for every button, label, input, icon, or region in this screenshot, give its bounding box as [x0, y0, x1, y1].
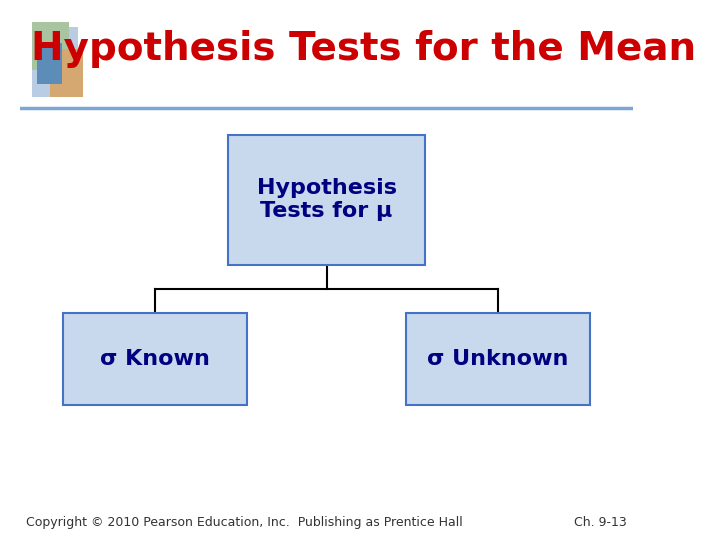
FancyBboxPatch shape [50, 49, 84, 97]
Text: Hypothesis
Tests for μ: Hypothesis Tests for μ [256, 178, 397, 221]
FancyBboxPatch shape [32, 22, 69, 70]
FancyBboxPatch shape [63, 313, 247, 405]
FancyBboxPatch shape [228, 135, 425, 265]
FancyBboxPatch shape [32, 27, 78, 97]
Text: Ch. 9-13: Ch. 9-13 [574, 516, 627, 529]
Text: Hypothesis Tests for the Mean: Hypothesis Tests for the Mean [31, 30, 696, 68]
FancyBboxPatch shape [406, 313, 590, 405]
Text: σ Unknown: σ Unknown [428, 349, 569, 369]
FancyBboxPatch shape [37, 43, 62, 84]
Text: σ Known: σ Known [100, 349, 210, 369]
Text: Copyright © 2010 Pearson Education, Inc.  Publishing as Prentice Hall: Copyright © 2010 Pearson Education, Inc.… [26, 516, 463, 529]
